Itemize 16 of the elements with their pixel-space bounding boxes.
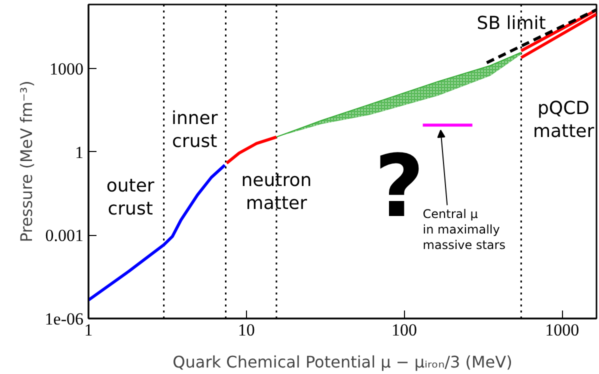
x-tick-label: 1000 bbox=[545, 320, 580, 340]
annotation: ? bbox=[374, 136, 424, 237]
y-tick-label: 1e-06 bbox=[44, 310, 84, 328]
x-tick-label: 100 bbox=[392, 320, 418, 340]
annotation: pQCD matter bbox=[532, 98, 595, 142]
y-axis-title: Pressure (MeV fm⁻³) bbox=[16, 80, 36, 242]
annotation: neutron matter bbox=[241, 170, 312, 214]
annotation: Central μ in maximally massive stars bbox=[422, 207, 506, 252]
y-tick-label: 0.001 bbox=[45, 226, 84, 246]
x-tick-label: 10 bbox=[238, 320, 255, 340]
annotation: outer crust bbox=[106, 175, 155, 220]
x-axis-title: Quark Chemical Potential μ − μᵢᵣₒₙ/3 (MeV) bbox=[172, 352, 512, 372]
annotation: inner crust bbox=[171, 108, 218, 152]
series-label: SB limit bbox=[476, 13, 546, 34]
y-tick-label: 1000 bbox=[50, 59, 84, 78]
y-tick-label: 1 bbox=[75, 142, 84, 162]
